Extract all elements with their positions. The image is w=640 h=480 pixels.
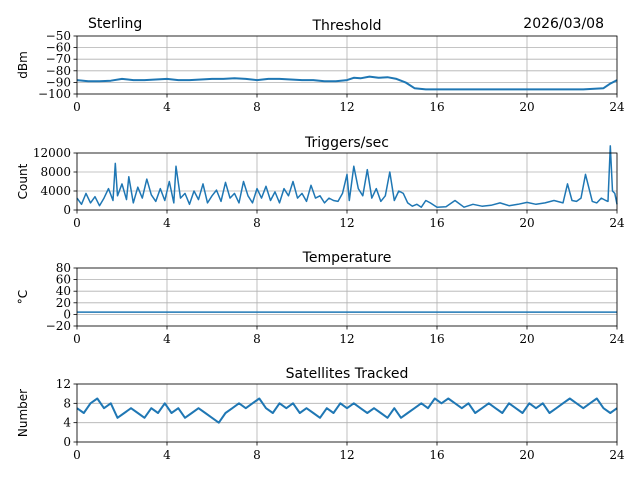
temperature-ytick-label: −20 [46, 319, 71, 333]
temperature-ylabel: °C [16, 290, 30, 304]
date-label: 2026/03/08 [523, 16, 604, 32]
temperature-xtick-label: 4 [163, 332, 171, 346]
threshold-ytick-label: −100 [38, 87, 71, 101]
triggers-sec-ytick-label: 12000 [33, 146, 71, 160]
triggers-sec-ytick-label: 8000 [40, 165, 71, 179]
triggers-sec-xtick-label: 0 [73, 216, 81, 230]
temperature-xtick-label: 24 [609, 332, 625, 346]
temperature-ytick-label: 60 [56, 273, 71, 287]
threshold-xtick-label: 16 [429, 100, 444, 114]
triggers-sec-title: Triggers/sec [304, 135, 389, 151]
temperature-xtick-label: 0 [73, 332, 81, 346]
satellites-tracked-ytick-label: 0 [63, 435, 71, 449]
temperature-xtick-label: 8 [253, 332, 261, 346]
triggers-sec-ytick-label: 4000 [40, 184, 71, 198]
satellites-tracked-title: Satellites Tracked [286, 366, 409, 382]
temperature-ytick-label: 20 [56, 296, 71, 310]
triggers-sec-xtick-label: 16 [429, 216, 444, 230]
satellites-tracked-ytick-label: 8 [63, 396, 71, 410]
satellites-tracked-xtick-label: 16 [429, 448, 444, 462]
satellites-tracked-xtick-label: 24 [609, 448, 625, 462]
satellites-tracked-panel: 0 4 8 12 16 20 24 0 4 8 12 Satellites Tracked Number [16, 366, 625, 462]
temperature-xtick-label: 20 [519, 332, 534, 346]
triggers-sec-ylabel: Count [16, 163, 30, 199]
satellites-tracked-ytick-label: 4 [63, 416, 71, 430]
temperature-ytick-label: 0 [63, 307, 71, 321]
threshold-ytick-label: −90 [46, 75, 71, 89]
threshold-ytick-label: −80 [46, 64, 71, 78]
threshold-ytick-label: −60 [46, 41, 71, 55]
threshold-xtick-label: 8 [253, 100, 261, 114]
threshold-xtick-label: 24 [609, 100, 625, 114]
threshold-panel: 0 4 8 12 16 20 24 −100−90−80−70−60−50 Threshold d… [16, 18, 625, 114]
triggers-sec-xtick-label: 4 [163, 216, 171, 230]
temperature-ytick-label: 40 [56, 284, 71, 298]
triggers-sec-ytick-label: 0 [63, 203, 71, 217]
triggers-sec-xtick-label: 20 [519, 216, 534, 230]
satellites-tracked-xtick-label: 8 [253, 448, 261, 462]
temperature-title: Temperature [302, 250, 392, 266]
threshold-xtick-label: 12 [339, 100, 354, 114]
satellites-tracked-xtick-label: 4 [163, 448, 171, 462]
threshold-xtick-label: 20 [519, 100, 534, 114]
temperature-xtick-label: 12 [339, 332, 354, 346]
threshold-ytick-label: −70 [46, 52, 71, 66]
threshold-ytick-label: −50 [46, 29, 71, 43]
threshold-ylabel: dBm [16, 51, 30, 79]
temperature-xtick-label: 16 [429, 332, 444, 346]
satellites-tracked-series-line [76, 397, 618, 424]
satellites-tracked-xtick-label: 12 [339, 448, 354, 462]
satellites-tracked-ytick-label: 12 [56, 377, 71, 391]
threshold-xtick-label: 0 [73, 100, 81, 114]
triggers-sec-xtick-label: 24 [609, 216, 625, 230]
triggers-sec-xtick-label: 8 [253, 216, 261, 230]
satellites-tracked-xtick-label: 0 [73, 448, 81, 462]
satellites-tracked-xtick-label: 20 [519, 448, 534, 462]
triggers-sec-series-line [76, 145, 618, 208]
threshold-series-line [76, 75, 618, 91]
satellites-tracked-ylabel: Number [16, 389, 30, 437]
threshold-xtick-label: 4 [163, 100, 171, 114]
temperature-ytick-label: 80 [56, 261, 71, 275]
triggers-sec-xtick-label: 12 [339, 216, 354, 230]
location-label: Sterling [88, 16, 142, 32]
threshold-title: Threshold [312, 18, 382, 34]
triggers-sec-panel: 0 4 8 12 16 20 24 0 4000 8000 12000 Triggers/sec Cou… [16, 135, 625, 230]
